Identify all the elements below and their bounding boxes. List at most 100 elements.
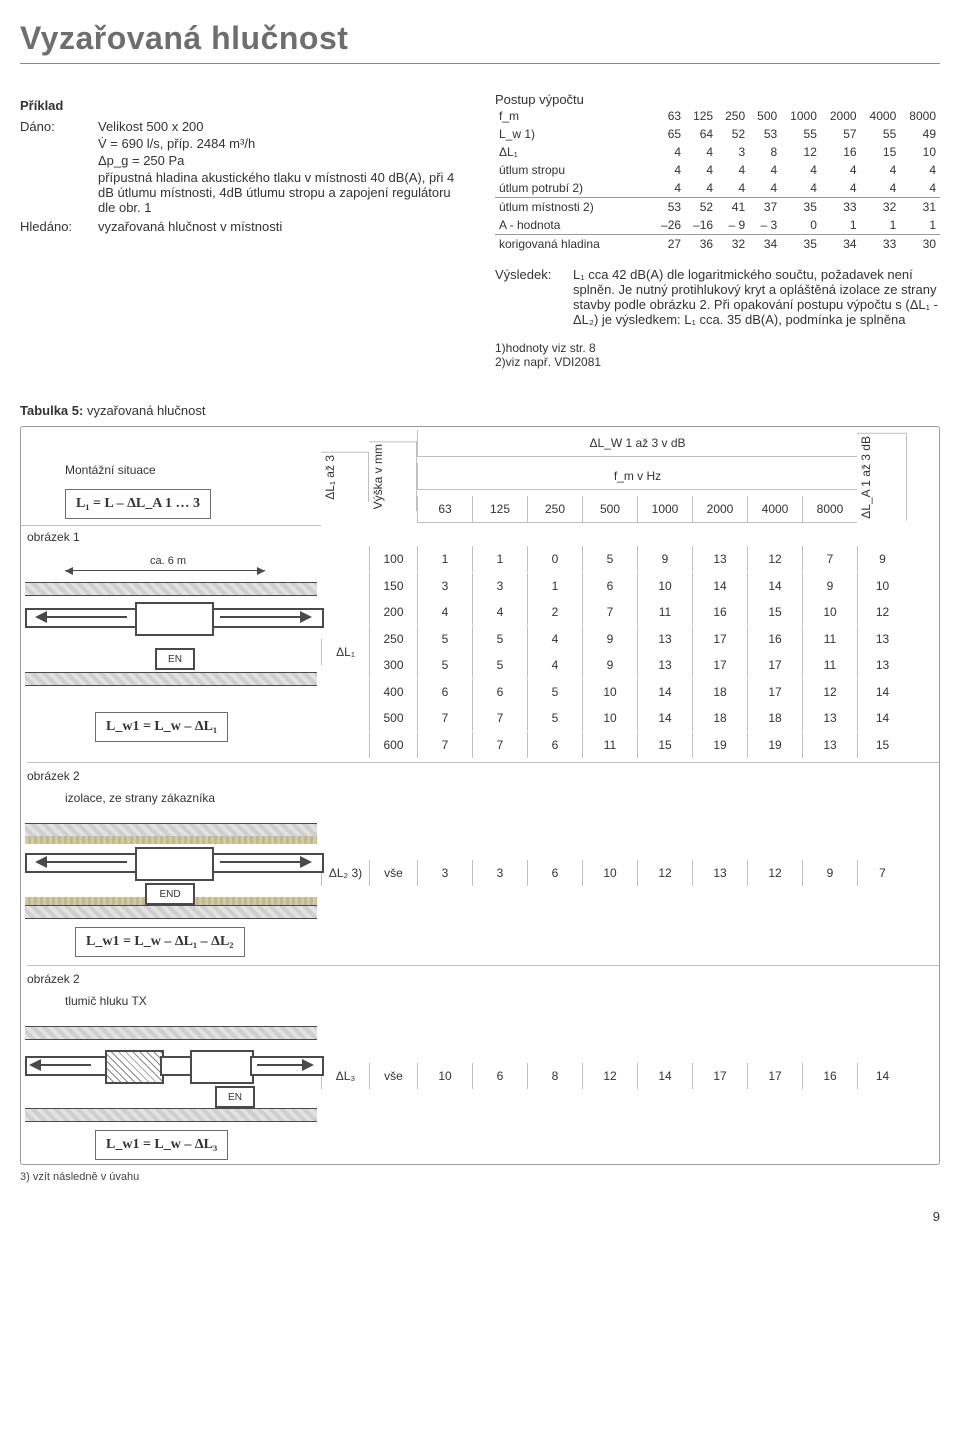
value-cell: 9 — [637, 546, 692, 572]
calc-cell: 4000 — [861, 107, 901, 125]
calc-row-label: útlum potrubí 2) — [495, 179, 653, 198]
calc-cell: 4 — [685, 143, 717, 161]
table5-footnote: 3) vzít následně v úvahu — [20, 1171, 940, 1183]
value-cell: 18 — [692, 679, 747, 705]
a-cell: 9 — [857, 546, 907, 572]
freq-1: 125 — [472, 496, 527, 523]
calc-cell: 52 — [717, 125, 749, 143]
calc-cell: 64 — [685, 125, 717, 143]
formula-3: L_w1 = L_w – ΔL₃ — [95, 1130, 228, 1160]
value-cell: 6 — [472, 679, 527, 705]
value-cell: 18 — [747, 705, 802, 731]
calc-cell: 12 — [781, 143, 821, 161]
calc-row-label: A - hodnota — [495, 216, 653, 235]
value-cell: 13 — [802, 732, 857, 758]
result-row: Výsledek: L₁ cca 42 dB(A) dle logaritmic… — [495, 267, 940, 327]
value-cell: 5 — [527, 705, 582, 731]
calc-cell: 1 — [821, 216, 861, 235]
calc-row-label: útlum místnosti 2) — [495, 198, 653, 217]
value-cell: 6 — [527, 732, 582, 758]
calc-cell: 1 — [900, 216, 940, 235]
value-cell: 9 — [582, 626, 637, 652]
calc-cell: 3 — [717, 143, 749, 161]
value-cell: 7 — [472, 705, 527, 731]
value-cell: 5 — [417, 652, 472, 678]
calc-cell: 33 — [861, 235, 901, 254]
given-line-1: V̇ = 690 l/s, příp. 2484 m³/h — [98, 136, 465, 151]
a-cell: 15 — [857, 732, 907, 758]
freq-2: 250 — [527, 496, 582, 523]
value-cell: 0 — [527, 546, 582, 572]
note-2: 2)viz např. VDI2081 — [495, 355, 940, 369]
page-number: 9 — [20, 1209, 940, 1224]
value-cell: 13 — [802, 705, 857, 731]
calc-row-label: f_m — [495, 107, 653, 125]
group-label-2: ΔL₂ 3) — [321, 860, 369, 886]
calc-cell: 4 — [685, 179, 717, 198]
freq-4: 1000 — [637, 496, 692, 523]
height-cell: 250 — [369, 626, 417, 652]
section1-label: obrázek 1 — [27, 530, 939, 544]
calc-cell: 4 — [749, 179, 781, 198]
value-cell: 18 — [692, 705, 747, 731]
calc-cell: 4 — [900, 179, 940, 198]
value-cell: 11 — [802, 626, 857, 652]
section3-note: tlumič hluku TX — [25, 994, 317, 1008]
height-cell: 500 — [369, 705, 417, 731]
example-heading: Příklad — [20, 98, 465, 113]
value-cell: 15 — [637, 732, 692, 758]
header-formula: L₁ = L – ΔL_A 1 … 3 — [65, 489, 211, 519]
value-cell: 13 — [692, 860, 747, 886]
calc-row: korigovaná hladina2736323435343330 — [495, 235, 940, 254]
value-cell: 3 — [472, 860, 527, 886]
calc-cell: 55 — [861, 125, 901, 143]
given-row: Dáno: Velikost 500 x 200 — [20, 119, 465, 134]
calc-cell: 4 — [861, 161, 901, 179]
value-cell: 9 — [582, 652, 637, 678]
example-and-calc: Příklad Dáno: Velikost 500 x 200 V̇ = 69… — [20, 92, 940, 369]
calc-cell: 4 — [900, 161, 940, 179]
group-label-1: ΔL₁ — [321, 639, 369, 665]
calc-cell: 4 — [821, 161, 861, 179]
calc-cell: 15 — [861, 143, 901, 161]
calc-row-label: ΔL₁ — [495, 143, 653, 161]
height-cell: 400 — [369, 679, 417, 705]
value-cell: 19 — [747, 732, 802, 758]
height-cell: 200 — [369, 599, 417, 625]
calc-cell: –16 — [685, 216, 717, 235]
value-cell: 13 — [692, 546, 747, 572]
value-cell: 12 — [582, 1063, 637, 1089]
value-cell: 4 — [527, 626, 582, 652]
calc-cell: 4 — [717, 179, 749, 198]
calc-heading: Postup výpočtu — [495, 92, 940, 107]
group-label-3: ΔL₃ — [321, 1063, 369, 1089]
calc-table: f_m631252505001000200040008000L_w 1)6564… — [495, 107, 940, 253]
result-label: Výsledek: — [495, 267, 565, 327]
page-title: Vyzařovaná hlučnost — [20, 20, 940, 57]
freq-6: 4000 — [747, 496, 802, 523]
dist-label: ca. 6 m — [150, 555, 186, 567]
calc-cell: 10 — [900, 143, 940, 161]
table5-header: Montážní situace L₁ = L – ΔL_A 1 … 3 ΔL₁… — [21, 427, 939, 526]
a-cell: 14 — [857, 705, 907, 731]
given-line-0: Velikost 500 x 200 — [98, 119, 465, 134]
calc-cell: 4 — [653, 143, 685, 161]
section2-label: obrázek 2 — [27, 762, 939, 783]
value-cell: 17 — [692, 626, 747, 652]
calc-row-label: útlum stropu — [495, 161, 653, 179]
value-cell: 4 — [417, 599, 472, 625]
note-1: 1)hodnoty viz str. 8 — [495, 341, 940, 355]
value-cell: 3 — [472, 573, 527, 599]
formula-1: L_w1 = L_w – ΔL₁ — [95, 712, 228, 742]
section2-grid: izolace, ze strany zákazníka END L_w1 = … — [21, 785, 939, 961]
calc-cell: – 9 — [717, 216, 749, 235]
unit-label-2: END — [145, 883, 195, 905]
value-cell: 12 — [802, 679, 857, 705]
calc-cell: 4 — [717, 161, 749, 179]
unit-label: EN — [155, 648, 195, 670]
a-cell: 14 — [857, 1063, 907, 1089]
value-cell: 12 — [637, 860, 692, 886]
value-cell: 10 — [637, 573, 692, 599]
calc-cell: 500 — [749, 107, 781, 125]
value-cell: 1 — [527, 573, 582, 599]
